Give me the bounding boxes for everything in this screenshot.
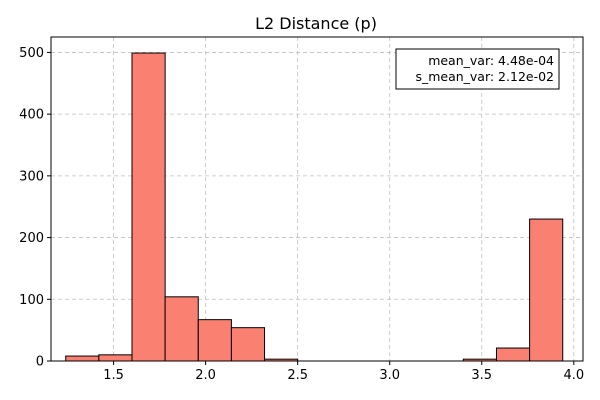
chart-title: L2 Distance (p) — [255, 14, 377, 33]
y-tick-label-100: 100 — [19, 293, 44, 308]
y-tick-label-500: 500 — [19, 46, 44, 61]
y-tick-label-0: 0 — [36, 355, 44, 370]
histogram-bar-13 — [495, 347, 531, 362]
histogram-bar-2 — [131, 52, 166, 362]
histogram-bar-1 — [98, 354, 133, 362]
y-axis-ticks: 0 100 200 300 400 500 — [19, 46, 51, 370]
y-tick-label-200: 200 — [19, 231, 44, 246]
x-tick-label-2.0: 2.0 — [195, 368, 216, 383]
y-tick-label-300: 300 — [19, 169, 44, 184]
histogram-bar-0 — [65, 355, 100, 362]
x-tick-label-4.0: 4.0 — [563, 368, 584, 383]
stats-annotation-box: mean_var: 4.48e-04 s_mean_var: 2.12e-02 — [395, 48, 560, 90]
plot-frame — [50, 36, 584, 362]
histogram-bar-14 — [529, 218, 564, 362]
histogram-bar-3 — [164, 296, 199, 362]
histogram-bars — [65, 52, 564, 362]
annotation-line-mean-var: mean_var: 4.48e-04 — [428, 53, 554, 68]
y-tick-label-400: 400 — [19, 108, 44, 123]
x-tick-label-3.0: 3.0 — [379, 368, 400, 383]
x-axis-ticks: 1.5 2.0 2.5 3.0 3.5 4.0 — [103, 361, 584, 383]
histogram-bar-5 — [230, 327, 266, 362]
annotation-frame — [395, 48, 560, 90]
histogram-bar-4 — [197, 319, 232, 362]
x-tick-label-1.5: 1.5 — [103, 368, 124, 383]
annotation-line-s-mean-var: s_mean_var: 2.12e-02 — [415, 69, 554, 84]
x-tick-label-3.5: 3.5 — [471, 368, 492, 383]
x-tick-label-2.5: 2.5 — [287, 368, 308, 383]
